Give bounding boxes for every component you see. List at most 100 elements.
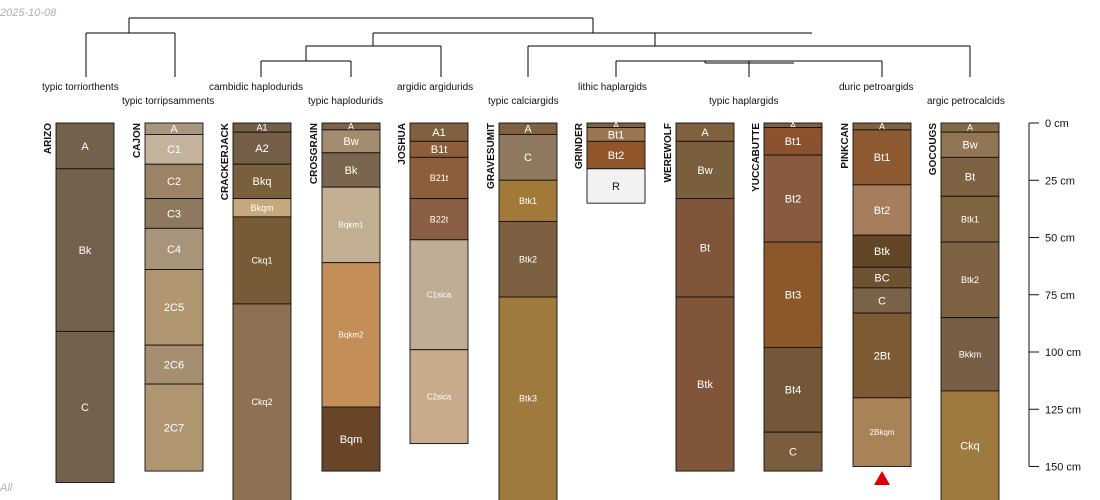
- horizon-cajon-c2: [144, 163, 204, 200]
- horizon-label: Bqkm1: [339, 221, 364, 230]
- horizon-gocougs-bw: [940, 131, 1000, 158]
- horizon-label: Bt1: [874, 152, 891, 164]
- horizon-crosgrain-bqkm1: [321, 186, 381, 264]
- profile-crackerjack: A1 A2 Bkq Bkqm Ckq1 Ckq2 CRACKERJACK: [220, 122, 292, 500]
- axis-tick-label: 150 cm: [1045, 462, 1081, 474]
- truncated-profile-marker: [874, 471, 890, 485]
- horizon-label: Bt3: [785, 290, 802, 302]
- subgroup-label: typic haplargids: [709, 96, 778, 107]
- horizon-arizo-a: [55, 122, 115, 170]
- axis-tick-label: 125 cm: [1045, 404, 1081, 416]
- horizon-label: Bkqm: [250, 203, 273, 213]
- horizon-pinkcan-btk: [852, 234, 912, 268]
- axis-tick-label: 0 cm: [1045, 118, 1069, 130]
- horizon-label: Bt1: [785, 136, 802, 148]
- horizon-grinder-r: [586, 168, 646, 204]
- subgroup-label: lithic haplargids: [578, 82, 647, 93]
- horizon-label: A: [524, 124, 532, 136]
- profile-name: GRAVESUMIT: [486, 123, 497, 189]
- horizon-label: A: [790, 120, 796, 130]
- horizon-cajon-2c7: [144, 383, 204, 472]
- horizon-pinkcan-bt2: [852, 184, 912, 236]
- horizon-pinkcan-2bkqm: [852, 397, 912, 467]
- profile-cajon: A C1 C2 C3 C4 2C5 2C6 2C7 CAJON: [132, 122, 204, 472]
- horizon-label: Bw: [962, 140, 977, 152]
- profile-arizo: A Bk C ARIZO: [43, 122, 115, 483]
- horizon-label: Bt2: [874, 205, 891, 217]
- profile-name: CAJON: [132, 123, 143, 158]
- horizon-label: Btk2: [961, 275, 979, 285]
- horizon-label: C: [789, 446, 797, 458]
- horizon-label: Bqkm2: [339, 331, 364, 340]
- horizon-label: A: [81, 141, 89, 153]
- horizon-label: Ckq: [960, 440, 980, 452]
- horizon-label: Bw: [697, 165, 712, 177]
- horizon-label: 2C6: [164, 359, 184, 371]
- horizon-pinkcan-2bt: [852, 312, 912, 399]
- horizon-label: 2C7: [164, 422, 184, 434]
- horizon-gocougs-bkkm: [940, 317, 1000, 392]
- soil-profiles: A Bk C ARIZO A C1 C2 C3 C4 2C5 2C6 2C7 CAJON A1 A2 Bkq B…: [43, 120, 1000, 500]
- horizon-label: 2Bkqm: [870, 428, 895, 437]
- subgroup-label: typic haplodurids: [308, 96, 383, 107]
- horizon-yuccabutte-c: [763, 431, 823, 472]
- horizon-label: A1: [432, 127, 445, 139]
- horizon-label: Bk: [79, 245, 92, 257]
- horizon-crackerjack-bkq: [232, 163, 292, 200]
- horizon-gocougs-btk2: [940, 241, 1000, 319]
- subgroup-label: typic torripsamments: [122, 96, 214, 107]
- profile-werewolf: A Bw Bt Btk WEREWOLF: [663, 122, 735, 472]
- horizon-label: C4: [167, 244, 181, 256]
- profile-name: JOSHUA: [397, 123, 408, 165]
- horizon-label: BC: [874, 272, 889, 284]
- horizon-label: Ckq1: [251, 256, 272, 266]
- horizon-gocougs-ckq: [940, 390, 1000, 500]
- horizon-label: Bt4: [785, 385, 802, 397]
- horizon-yuccabutte-bt4: [763, 346, 823, 433]
- horizon-gravesumit-btk3: [498, 296, 558, 500]
- horizon-grinder-bt2: [586, 140, 646, 170]
- horizon-label: A1: [256, 123, 267, 133]
- axis-tick-label: 50 cm: [1045, 233, 1075, 245]
- horizon-label: A: [170, 124, 178, 136]
- horizon-label: C: [81, 402, 89, 414]
- subgroup-label: typic torriorthents: [42, 82, 119, 93]
- profile-pinkcan: A Bt1 Bt2 Btk BC C 2Bt 2Bkqm PINKCAN: [840, 122, 912, 467]
- horizon-label: C: [524, 152, 532, 164]
- profile-name: YUCCABUTTE: [751, 123, 762, 192]
- horizon-label: Bqm: [340, 434, 363, 446]
- horizon-label: A: [879, 122, 885, 132]
- horizon-gravesumit-btk2: [498, 221, 558, 298]
- horizon-pinkcan-c: [852, 287, 912, 314]
- dendrogram: [85, 17, 971, 77]
- horizon-label: Bw: [343, 136, 358, 148]
- axis-tick-label: 75 cm: [1045, 290, 1075, 302]
- horizon-label: B21t: [430, 173, 449, 183]
- subgroup-label: argidic argidurids: [397, 82, 473, 93]
- horizon-label: A: [613, 120, 619, 130]
- horizon-label: Bt2: [608, 150, 625, 162]
- horizon-label: R: [612, 181, 620, 193]
- horizon-gocougs-bt: [940, 156, 1000, 197]
- horizon-cajon-2c6: [144, 344, 204, 385]
- horizon-label: 2Bt: [874, 350, 891, 362]
- horizon-joshua-c1sica: [409, 239, 469, 351]
- horizon-label: Btk1: [961, 214, 979, 224]
- subgroup-label: typic calciargids: [488, 96, 559, 107]
- horizon-label: Bt: [700, 243, 710, 255]
- depth-axis: 0 cm 25 cm 50 cm 75 cm 100 cm 125 cm 150 cm: [1028, 118, 1081, 474]
- horizon-label: Bt1: [608, 129, 625, 141]
- horizon-label: Bt: [965, 172, 975, 184]
- horizon-label: B1t: [431, 144, 448, 156]
- subgroup-label: argic petrocalcids: [927, 96, 1005, 107]
- horizon-label: A: [701, 127, 709, 139]
- horizon-label: C3: [167, 208, 181, 220]
- horizon-crosgrain-bqm: [321, 406, 381, 472]
- horizon-label: C1sica: [427, 291, 452, 300]
- horizon-arizo-c: [55, 330, 115, 483]
- horizon-label: Btk1: [519, 196, 537, 206]
- profile-name: PINKCAN: [840, 123, 851, 169]
